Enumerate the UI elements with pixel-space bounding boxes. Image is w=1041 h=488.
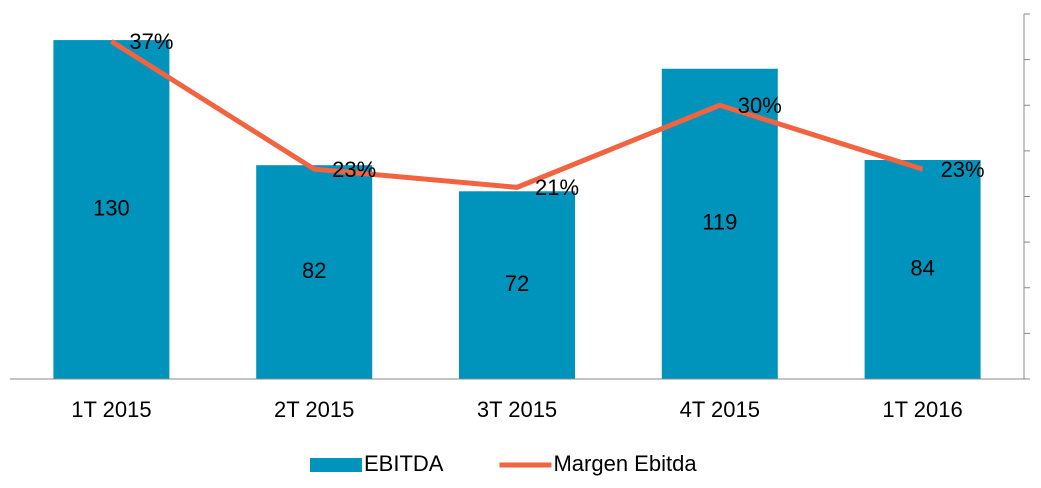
bar-label: 119 [702, 210, 737, 235]
bar-label: 130 [93, 195, 130, 220]
line [110, 39, 924, 190]
line-label: 23% [941, 157, 985, 182]
legend-swatch [310, 458, 362, 472]
bar [53, 40, 170, 379]
x-tick-label: 1T 2016 [882, 397, 962, 422]
line-label: 30% [738, 93, 782, 118]
bar-label: 72 [505, 271, 529, 296]
x-tick-label: 2T 2015 [274, 397, 354, 422]
line-label: 23% [332, 157, 376, 182]
legend-label: Margen Ebitda [553, 451, 697, 476]
bar [256, 165, 373, 379]
x-tick-label: 4T 2015 [680, 397, 760, 422]
legend-label: EBITDA [364, 451, 444, 476]
bar [864, 160, 981, 379]
line-label: 21% [535, 175, 579, 200]
line-label: 37% [129, 29, 173, 54]
bar [459, 191, 575, 379]
bar-label: 84 [910, 255, 934, 280]
x-tick-label: 3T 2015 [477, 397, 557, 422]
bar-label: 82 [302, 258, 326, 283]
x-tick-label: 1T 2015 [71, 397, 151, 422]
